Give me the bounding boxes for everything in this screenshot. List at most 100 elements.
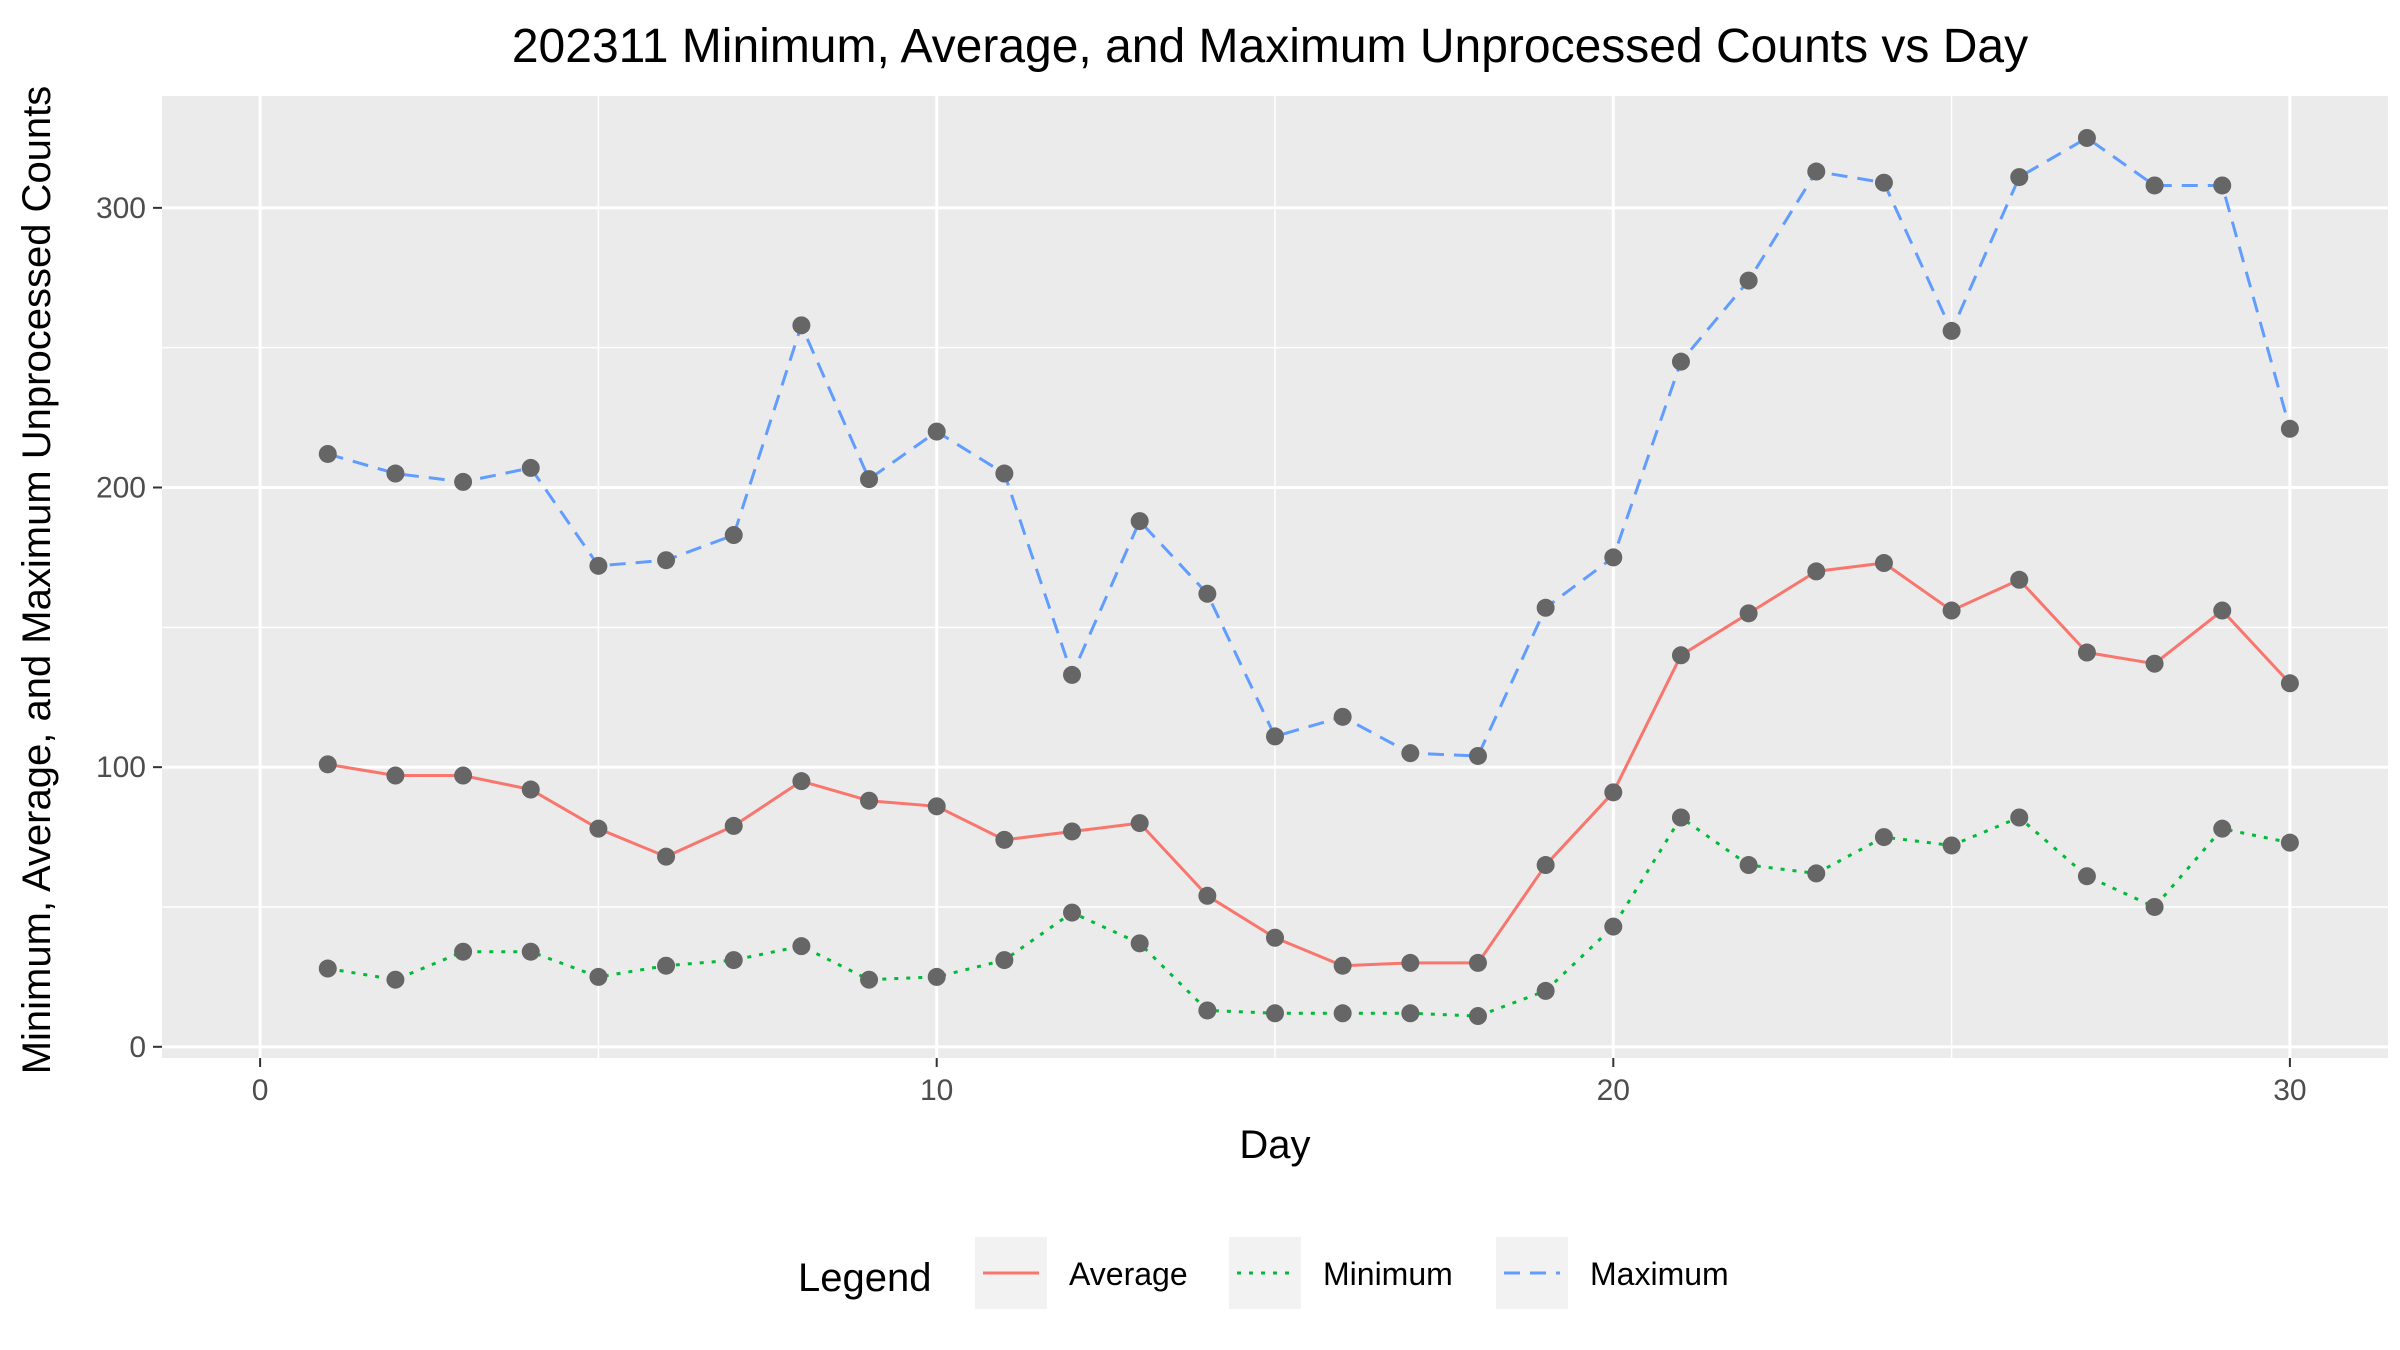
data-point-minimum [1266,1004,1284,1023]
series-line-minimum [327,816,2291,1018]
y-tick-label: 300 [96,192,146,225]
data-point-minimum [2145,897,2164,916]
data-point-maximum [1468,746,1487,765]
y-axis: 0 100 200 300 [96,192,162,1064]
data-point-average [792,772,811,791]
x-tick-label: 30 [2273,1074,2306,1107]
data-point-maximum [589,556,608,575]
data-point-maximum [1536,598,1555,617]
data-point-maximum [454,472,473,491]
y-tick-label: 200 [96,472,146,505]
x-tick-label: 20 [1597,1074,1630,1107]
data-point-minimum [995,951,1014,970]
data-point-maximum [860,470,879,489]
data-point-maximum [1942,321,1961,340]
data-point-maximum [995,464,1014,483]
data-point-minimum [386,970,405,989]
data-point-maximum [1333,707,1352,726]
data-point-average [2280,674,2299,693]
data-point-maximum [1874,173,1893,192]
legend-label-minimum: Minimum [1323,1256,1453,1292]
data-point-minimum [1739,856,1758,875]
data-point-minimum [2010,808,2029,827]
data-point-minimum [1401,1004,1420,1023]
data-point-average [2145,654,2164,673]
y-tick-label: 0 [129,1031,146,1064]
x-axis: 0 10 20 30 [252,1058,2307,1107]
data-point-maximum [724,526,743,545]
y-axis-title: Minimum, Average, and Maximum Unprocesse… [15,86,59,1075]
data-point-minimum [1333,1004,1352,1023]
x-axis-title: Day [1239,1123,1310,1167]
data-point-minimum [1468,1007,1487,1026]
data-point-maximum [318,444,337,463]
data-point-minimum [927,967,946,986]
data-point-average [2213,601,2232,620]
data-point-maximum [2280,419,2299,438]
legend-title: Legend [798,1256,931,1300]
data-point-maximum [2077,128,2096,147]
data-point-average [2010,570,2029,589]
data-point-maximum [1604,548,1623,567]
data-point-average [1333,956,1352,975]
data-point-average [1266,928,1284,947]
data-point-minimum [657,956,676,975]
legend-label-maximum: Maximum [1590,1256,1729,1292]
data-point-maximum [1671,352,1690,371]
data-point-maximum [521,458,540,477]
data-point-maximum [1401,744,1420,763]
data-point-maximum [1198,584,1217,603]
data-point-minimum [318,959,337,978]
grid-major [162,96,2388,1058]
data-point-minimum [1874,828,1893,847]
data-point-minimum [2077,867,2096,886]
data-point-minimum [1198,1001,1217,1020]
legend: Legend Average Minimum Maximum [798,1237,1729,1309]
data-point-maximum [2213,176,2232,195]
data-point-average [1063,822,1082,841]
data-point-maximum [792,316,811,335]
grid-minor [162,96,2388,1058]
data-point-minimum [1671,808,1690,827]
data-point-average [454,766,473,785]
data-point-average [2077,643,2096,662]
data-point-minimum [860,970,879,989]
data-point-average [386,766,405,785]
data-point-maximum [2145,176,2164,195]
data-point-average [1401,953,1420,972]
series-lines [327,136,2292,1018]
x-tick-label: 0 [252,1074,269,1107]
data-point-average [724,816,743,835]
data-point-maximum [657,551,676,570]
data-point-average [1604,783,1623,802]
data-point-average [1807,562,1826,581]
data-point-maximum [1807,162,1826,181]
data-point-maximum [1266,727,1284,746]
data-point-average [318,755,337,774]
data-point-maximum [927,422,946,441]
y-tick-label: 100 [96,751,146,784]
data-point-average [1198,886,1217,905]
data-point-maximum [1063,665,1082,684]
data-point-minimum [792,937,811,956]
data-point-minimum [1807,864,1826,883]
data-point-average [521,780,540,799]
data-point-maximum [2010,168,2029,187]
x-tick-label: 10 [920,1074,953,1107]
data-point-average [1874,554,1893,573]
data-point-minimum [2213,819,2232,838]
data-point-minimum [1063,903,1082,922]
data-point-maximum [386,464,405,483]
data-point-maximum [1739,271,1758,290]
data-point-minimum [589,967,608,986]
data-point-minimum [1536,981,1555,1000]
series-line-average [327,561,2291,968]
data-point-average [1536,856,1555,875]
chart-title: 202311 Minimum, Average, and Maximum Unp… [512,20,2028,73]
data-point-minimum [1942,836,1961,855]
data-point-average [657,847,676,866]
data-point-minimum [2280,833,2299,852]
series-points [318,128,2299,1026]
data-point-minimum [1130,934,1149,953]
